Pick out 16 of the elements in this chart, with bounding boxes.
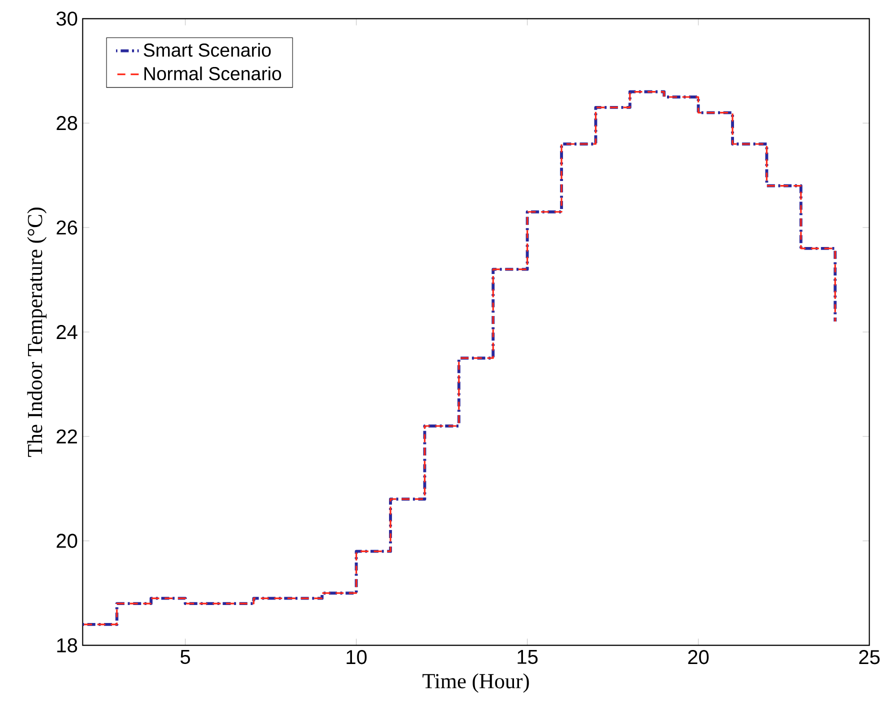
x-tick-label: 20 — [688, 650, 709, 664]
legend-label: Smart Scenario — [144, 42, 271, 57]
legend-label: Normal Scenario — [144, 66, 282, 80]
y-tick-label: 30 — [56, 11, 78, 26]
y-tick-label: 22 — [56, 429, 77, 444]
y-tick-label: 24 — [56, 324, 78, 339]
x-axis-title: Time (Hour) — [422, 673, 529, 693]
x-tick-label: 10 — [346, 650, 367, 664]
y-tick-label: 20 — [56, 534, 78, 548]
x-tick-label: 25 — [859, 650, 880, 664]
y-tick-label: 26 — [56, 220, 78, 234]
y-tick-label: 28 — [56, 116, 78, 130]
y-tick-label: 18 — [57, 638, 78, 652]
x-tick-label: 15 — [518, 650, 538, 664]
y-axis-title: The Indoor Temperature (°C) — [27, 208, 47, 457]
x-tick-label: 5 — [180, 650, 190, 664]
